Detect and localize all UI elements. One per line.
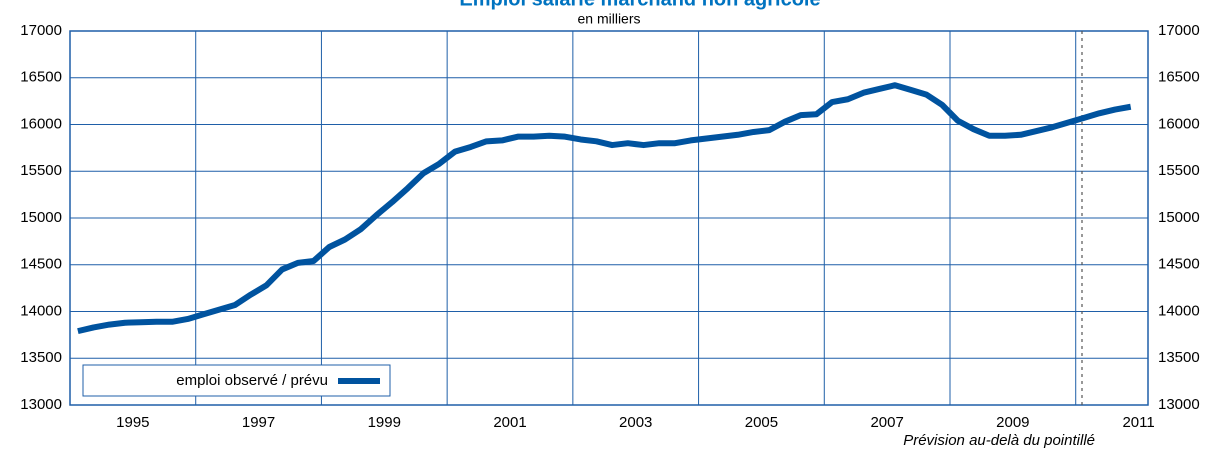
x-tick-label: 2009 <box>996 414 1029 431</box>
chart-title: Emploi salarié marchand non agricole <box>459 0 820 10</box>
y-tick-label: 14500 <box>20 256 62 273</box>
x-tick-label: 1999 <box>368 414 401 431</box>
note: Prévision au-delà du pointillé <box>903 432 1095 449</box>
y2-tick-label: 13000 <box>1158 396 1200 413</box>
y2-tick-label: 16000 <box>1158 115 1200 132</box>
x-tick-label: 1997 <box>242 414 275 431</box>
x-tick-label: 1995 <box>116 414 149 431</box>
y-tick-label: 15000 <box>20 209 62 226</box>
line <box>77 82 1132 335</box>
y-tick-label: 16000 <box>20 115 62 132</box>
x-tick-label: 2011 <box>1122 414 1154 431</box>
y2-tick-label: 17000 <box>1158 22 1200 39</box>
x-tick-label: 2005 <box>745 414 778 431</box>
y-tick-label: 16500 <box>20 69 62 86</box>
y-tick-label: 13000 <box>20 396 62 413</box>
chart-subtitle: en milliers <box>577 11 640 27</box>
y2-tick-label: 15500 <box>1158 162 1200 179</box>
plot-frame <box>69 30 1149 406</box>
x-tick-label: 2007 <box>870 414 903 431</box>
y2-tick-label: 15000 <box>1158 209 1200 226</box>
y2-tick-label: 16500 <box>1158 69 1200 86</box>
x-tick-label: 2003 <box>619 414 652 431</box>
y-tick-label: 14000 <box>20 302 62 319</box>
y2-tick-label: 14500 <box>1158 256 1200 273</box>
x-tick-label: 2001 <box>493 414 526 431</box>
y-tick-label: 15500 <box>20 162 62 179</box>
legend-label: emploi observé / prévu <box>176 372 328 389</box>
y2-tick-label: 14000 <box>1158 302 1200 319</box>
y-tick-label: 17000 <box>20 22 62 39</box>
y-tick-label: 13500 <box>20 349 62 366</box>
y2-tick-label: 13500 <box>1158 349 1200 366</box>
